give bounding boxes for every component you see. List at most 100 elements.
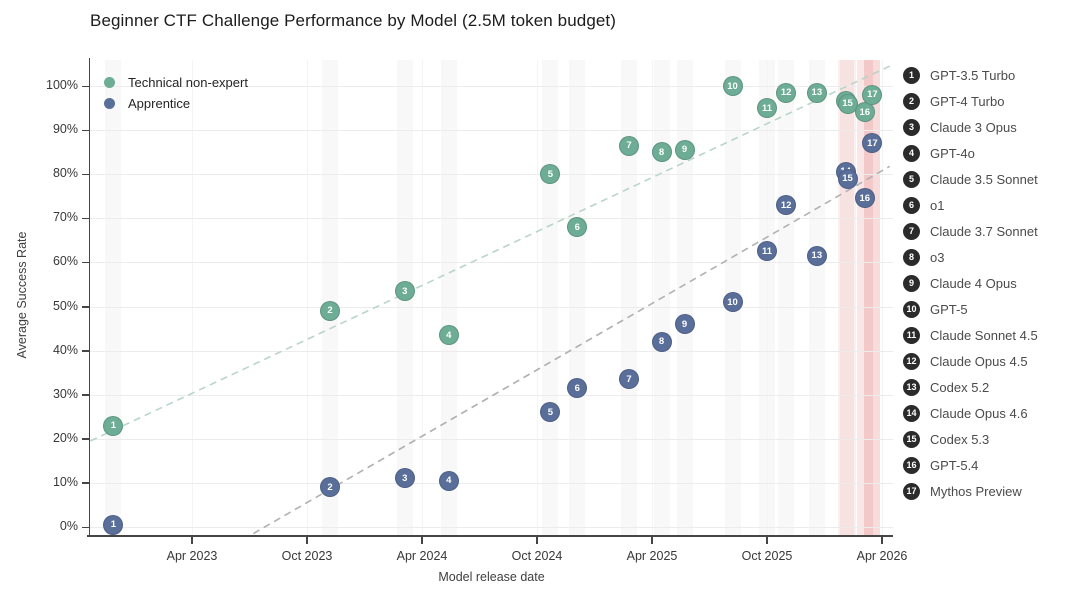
- legend-number-badge: 11: [903, 326, 920, 344]
- legend-item-label: Codex 5.2: [930, 379, 990, 395]
- y-tick-label: 30%: [52, 386, 78, 401]
- data-point-number: 4: [446, 475, 452, 487]
- series-legend: Technical non-expert Apprentice: [104, 72, 248, 114]
- data-point-technical-non-expert-15: 15: [837, 93, 858, 114]
- legend-item: 5 Claude 3.5 Sonnet: [903, 166, 1038, 192]
- release-band: [864, 60, 881, 535]
- y-axis-spine: [88, 58, 90, 537]
- y-tick-mark: [81, 261, 89, 264]
- data-point-technical-non-expert-5: 5: [540, 164, 561, 185]
- data-point-number: 9: [681, 318, 688, 330]
- legend-number-badge: 4: [903, 144, 920, 162]
- data-point-number: 16: [859, 106, 871, 118]
- data-point-number: 2: [327, 305, 333, 317]
- legend-item-label: GPT-5.4: [930, 457, 979, 473]
- x-tick-label: Apr 2023: [166, 549, 218, 563]
- x-tick-label: Oct 2025: [741, 549, 793, 563]
- legend-item-label: GPT-3.5 Turbo: [930, 67, 1016, 83]
- data-point-number: 2: [327, 481, 333, 493]
- x-tick-mark: [421, 536, 423, 544]
- legend-number-badge: 16: [903, 456, 920, 474]
- legend-item: 10 GPT-5: [903, 296, 1038, 322]
- data-point-apprentice-17: 17: [862, 133, 883, 154]
- x-tick-label: Oct 2024: [511, 549, 563, 563]
- data-point-technical-non-expert-1: 1: [103, 415, 124, 436]
- y-gridline: [90, 130, 893, 132]
- data-point-number: 13: [811, 87, 823, 99]
- x-axis-spine: [87, 535, 893, 537]
- legend-item-label: o3: [930, 249, 945, 265]
- legend-number-badge: 7: [903, 222, 920, 240]
- release-band: [322, 60, 338, 535]
- release-band: [778, 60, 795, 535]
- legend-item-label: Codex 5.3: [930, 431, 990, 447]
- y-tick-mark: [81, 217, 89, 220]
- data-point-number: 3: [402, 285, 408, 297]
- legend-number-badge: 15: [903, 430, 920, 448]
- legend-item-label: GPT-4 Turbo: [930, 93, 1005, 109]
- data-point-number: 5: [547, 406, 554, 418]
- model-legend: 1 GPT-3.5 Turbo 2 GPT-4 Turbo 3 Claude 3 Opus…: [903, 62, 1038, 504]
- y-gridline: [90, 174, 893, 176]
- data-point-number: 8: [658, 146, 665, 158]
- legend-item: 16 GPT-5.4: [903, 452, 1038, 478]
- release-band: [621, 60, 637, 535]
- y-tick-label: 60%: [52, 254, 78, 269]
- data-point-apprentice-9: 9: [674, 314, 695, 335]
- x-tick-mark: [766, 536, 768, 544]
- legend-number-badge: 5: [903, 170, 920, 188]
- data-point-number: 6: [574, 221, 580, 233]
- data-point-technical-non-expert-2: 2: [320, 300, 340, 321]
- release-band: [440, 60, 457, 535]
- x-tick-mark: [881, 536, 883, 544]
- y-tick-mark: [81, 438, 89, 440]
- data-point-technical-non-expert-13: 13: [806, 82, 827, 103]
- data-point-technical-non-expert-11: 11: [757, 98, 777, 119]
- y-tick-label: 10%: [52, 474, 78, 489]
- y-tick-mark: [81, 306, 89, 308]
- data-point-technical-non-expert-16: 16: [854, 102, 875, 123]
- x-gridline: [422, 60, 423, 535]
- chart-title: Beginner CTF Challenge Performance by Mo…: [90, 11, 617, 30]
- legend-item: 13 Codex 5.2: [903, 374, 1038, 400]
- data-point-technical-non-expert-3: 3: [394, 281, 415, 302]
- data-point-number: 13: [811, 250, 823, 262]
- legend-item-label: GPT-5: [930, 301, 968, 317]
- data-point-number: 15: [842, 98, 853, 110]
- x-tick-label: Oct 2023: [281, 549, 333, 563]
- y-gridline: [90, 218, 893, 220]
- data-point-number: 7: [626, 140, 632, 152]
- legend-item: 12 Claude Opus 4.5: [903, 348, 1038, 374]
- x-tick-mark: [536, 536, 538, 544]
- legend-item-label: Claude Opus 4.5: [930, 353, 1028, 369]
- legend-item-label: Claude 3.7 Sonnet: [930, 223, 1038, 239]
- data-point-number: 6: [574, 382, 580, 394]
- x-tick-label: Apr 2026: [856, 549, 908, 563]
- legend-number-badge: 2: [903, 92, 920, 110]
- data-point-technical-non-expert-6: 6: [567, 217, 588, 238]
- release-band: [542, 60, 559, 535]
- data-point-apprentice-5: 5: [540, 402, 561, 423]
- series-dot-apprentice: [104, 98, 115, 109]
- y-tick-label: 90%: [52, 122, 78, 137]
- data-point-number: 12: [780, 87, 792, 99]
- legend-item: 14 Claude Opus 4.6: [903, 400, 1038, 426]
- release-band: [569, 60, 586, 535]
- legend-number-badge: 6: [903, 196, 920, 214]
- data-point-technical-non-expert-4: 4: [438, 325, 459, 346]
- data-point-number: 1: [110, 519, 117, 531]
- data-point-number: 7: [626, 373, 632, 385]
- data-point-apprentice-11: 11: [757, 241, 777, 262]
- data-point-technical-non-expert-14: 14: [835, 91, 856, 112]
- data-point-apprentice-3: 3: [394, 468, 415, 489]
- data-point-apprentice-2: 2: [320, 477, 340, 498]
- y-tick-mark: [81, 394, 89, 396]
- legend-item: 9 Claude 4 Opus: [903, 270, 1038, 296]
- data-point-apprentice-14: 14: [835, 161, 856, 182]
- data-point-apprentice-6: 6: [567, 378, 588, 399]
- x-gridline: [192, 60, 193, 535]
- data-point-technical-non-expert-9: 9: [674, 139, 695, 160]
- release-band: [676, 60, 693, 535]
- data-point-technical-non-expert-12: 12: [776, 82, 797, 103]
